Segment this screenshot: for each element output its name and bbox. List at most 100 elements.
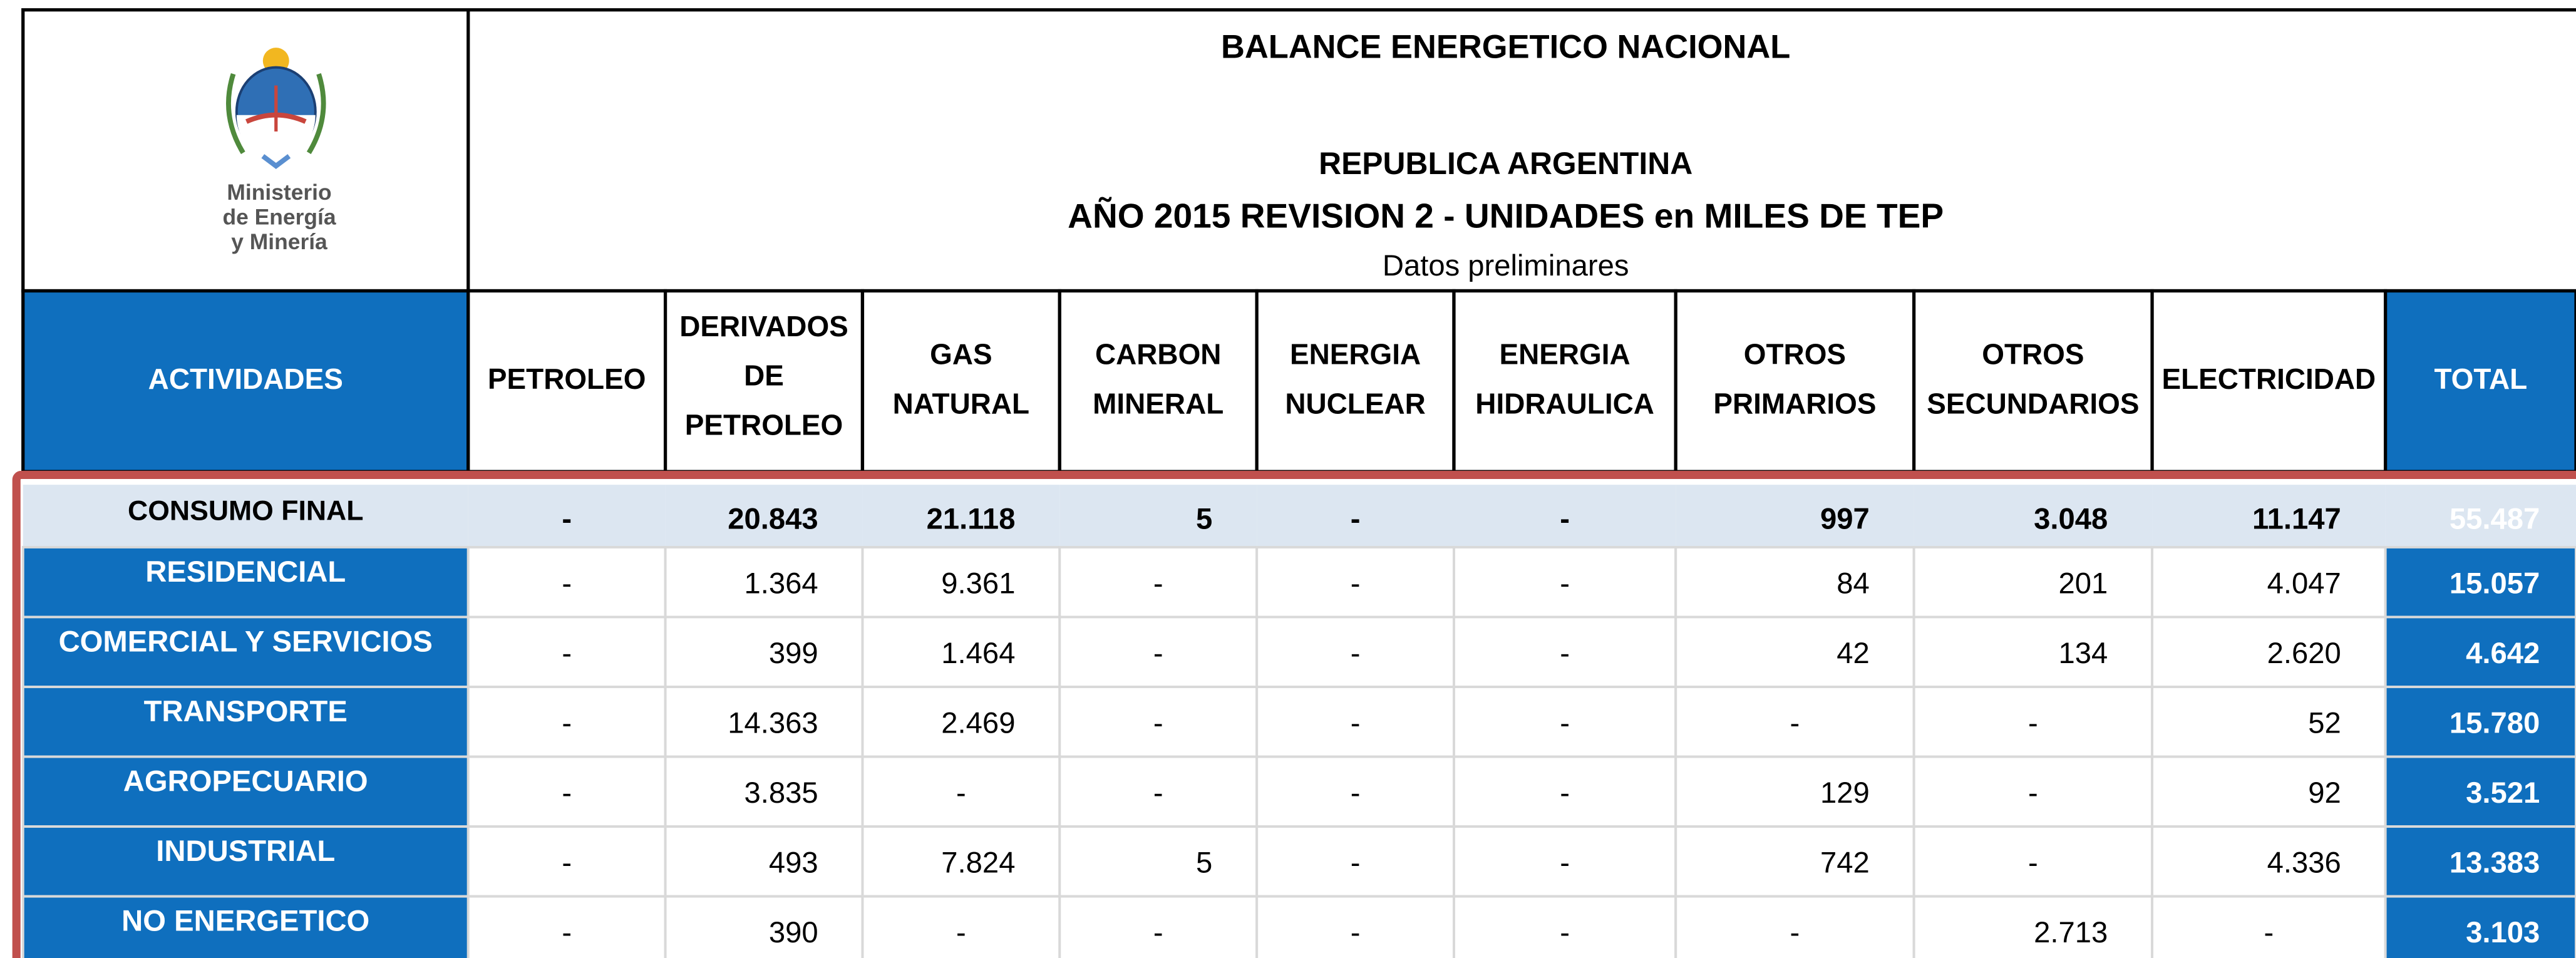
table-value: - (1560, 567, 1570, 600)
table-cell (861, 755, 1061, 828)
table-cell (1453, 485, 1676, 547)
table-cell (1912, 545, 2154, 619)
row-label: CONSUMO FINAL (128, 496, 364, 527)
table-cell (21, 895, 470, 958)
table-value: - (1560, 776, 1570, 810)
table-value: - (1790, 706, 1800, 739)
table-value: 3.048 (2034, 502, 2108, 535)
table-value: - (1790, 916, 1800, 949)
table-cell (1912, 825, 2154, 898)
table-value: - (1351, 637, 1361, 670)
table-value: - (1153, 567, 1163, 600)
table-value: - (2264, 916, 2274, 949)
table-value: - (956, 776, 966, 810)
note: Datos preliminares (1383, 249, 1629, 282)
table-cell (1255, 825, 1455, 898)
table-value: 399 (769, 637, 818, 670)
table-value: 997 (1820, 502, 1870, 535)
table-cell (2152, 485, 2386, 547)
column-header-cell (1912, 289, 2154, 473)
table-value: 4.642 (2466, 637, 2540, 670)
table-value: 3.103 (2466, 916, 2540, 949)
column-header: DERIVADOS (679, 310, 848, 343)
column-header-cell (1255, 289, 1456, 473)
column-header: ENERGIA (1500, 338, 1631, 371)
table-cell (1674, 686, 1915, 758)
column-header: ELECTRICIDAD (2162, 363, 2376, 395)
title: BALANCE ENERGETICO NACIONAL (1221, 29, 1790, 66)
row-label: TRANSPORTE (144, 695, 348, 728)
table-value: 21.118 (927, 502, 1016, 535)
column-header-cell (1674, 289, 1916, 473)
column-header: SECUNDARIOS (1927, 387, 2139, 420)
table-cell (2151, 755, 2387, 828)
table-value: 493 (769, 847, 818, 880)
table-cell (1058, 825, 1259, 898)
highlight-border (12, 470, 2576, 958)
country: REPUBLICA ARGENTINA (1319, 146, 1692, 181)
table-value: 4.336 (2267, 847, 2341, 880)
table-cell (2384, 825, 2576, 898)
table-value: - (562, 567, 572, 600)
table-cell (862, 485, 1060, 547)
table-value: - (562, 637, 572, 670)
table-value: 15.780 (2450, 706, 2540, 739)
table-value: - (1153, 637, 1163, 670)
table-value: - (1560, 637, 1570, 670)
table-cell (1255, 755, 1455, 828)
column-header: OTROS (1982, 338, 2084, 371)
table-value: - (1351, 502, 1361, 535)
table-value: 2.713 (2034, 916, 2108, 949)
table-value: 55.487 (2450, 502, 2540, 535)
table-value: - (562, 706, 572, 739)
table-cell (2384, 895, 2576, 958)
table-value: 1.364 (744, 567, 818, 600)
column-header: ENERGIA (1290, 338, 1421, 371)
table-cell (2151, 895, 2387, 958)
table-value: - (1153, 916, 1163, 949)
table-value: - (2028, 706, 2038, 739)
table-cell (664, 825, 864, 898)
column-header: DE (744, 359, 784, 392)
table-value: - (1560, 847, 1570, 880)
row-label: COMERCIAL Y SERVICIOS (59, 626, 433, 659)
subtitle: AÑO 2015 REVISION 2 - UNIDADES en MILES … (1068, 197, 1944, 235)
table-cell (664, 615, 864, 688)
table-cell (1255, 545, 1455, 619)
column-header: MINERAL (1093, 387, 1224, 420)
column-header-cell (663, 289, 865, 473)
table-cell (1058, 545, 1259, 619)
table-value: - (2028, 847, 2038, 880)
table-cell (1676, 485, 1914, 547)
logo-text: y Minería (231, 229, 327, 254)
column-header-cell (1452, 289, 1677, 473)
table-cell (1912, 686, 2154, 758)
table-cell (664, 686, 864, 758)
table-cell (664, 895, 864, 958)
table-value: - (1560, 502, 1570, 535)
table-cell (1674, 545, 1915, 619)
table-value: - (1351, 567, 1361, 600)
table-cell (665, 485, 863, 547)
table-cell (2151, 545, 2387, 619)
table-cell (1912, 755, 2154, 828)
column-header-cell (860, 289, 1061, 473)
table-value: - (1351, 706, 1361, 739)
table-value: - (1351, 847, 1361, 880)
table-value: 201 (2058, 567, 2108, 600)
table-cell (1058, 615, 1259, 688)
table-value: 129 (1820, 776, 1870, 810)
table-value: 2.620 (2267, 637, 2341, 670)
table-cell (1257, 485, 1454, 547)
table-value: 9.361 (941, 567, 1015, 600)
table-value: - (562, 916, 572, 949)
column-header-cell (21, 289, 470, 473)
table-cell (2384, 755, 2576, 828)
table-value: 13.383 (2450, 847, 2540, 880)
column-header: GAS (930, 338, 992, 371)
table-value: - (562, 776, 572, 810)
table-value: - (1351, 916, 1361, 949)
logo-text: de Energía (223, 204, 336, 229)
table-cell (1453, 895, 1677, 958)
